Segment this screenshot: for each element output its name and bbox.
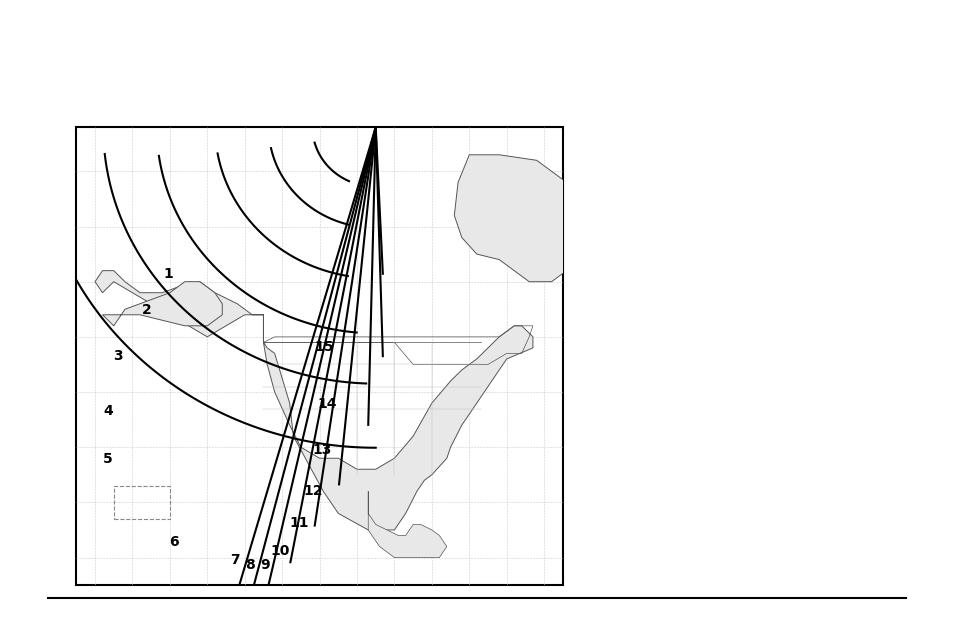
- Text: 4: 4: [103, 404, 112, 418]
- Text: 15: 15: [314, 340, 334, 354]
- Text: 8: 8: [245, 558, 254, 572]
- Text: 13: 13: [312, 443, 332, 457]
- Text: 7: 7: [230, 553, 239, 567]
- Text: 11: 11: [289, 516, 309, 530]
- Text: 9: 9: [260, 558, 270, 572]
- Bar: [76, 127, 562, 585]
- Polygon shape: [454, 155, 581, 282]
- Text: 2: 2: [142, 303, 152, 317]
- Text: 14: 14: [316, 398, 336, 411]
- Text: 12: 12: [303, 484, 323, 498]
- Bar: [113, 486, 170, 519]
- Polygon shape: [95, 271, 533, 530]
- Text: 1: 1: [164, 266, 173, 280]
- Text: 6: 6: [169, 535, 178, 549]
- Text: 3: 3: [112, 349, 122, 363]
- Polygon shape: [368, 492, 446, 558]
- Text: 5: 5: [103, 452, 112, 466]
- Text: 10: 10: [270, 544, 289, 558]
- Polygon shape: [102, 282, 222, 326]
